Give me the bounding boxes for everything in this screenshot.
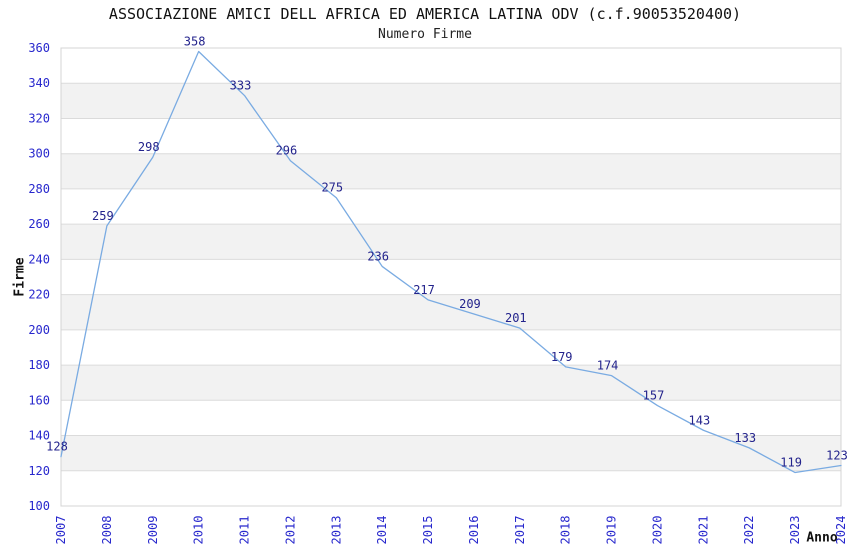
y-tick-label: 360 xyxy=(28,41,50,55)
data-point-label: 128 xyxy=(46,440,68,454)
plot-band xyxy=(61,224,841,260)
x-tick-label: 2020 xyxy=(650,516,664,545)
data-point-label: 133 xyxy=(734,431,756,445)
y-tick-label: 260 xyxy=(28,217,50,231)
x-tick-label: 2023 xyxy=(788,516,802,545)
data-point-label: 259 xyxy=(92,209,114,223)
chart-subtitle: Numero Firme xyxy=(378,27,472,42)
x-tick-label: 2007 xyxy=(54,516,68,545)
data-point-label: 119 xyxy=(780,456,802,470)
y-tick-label: 180 xyxy=(28,358,50,372)
data-point-label: 174 xyxy=(597,359,619,373)
chart-title: ASSOCIAZIONE AMICI DELL AFRICA ED AMERIC… xyxy=(108,5,742,23)
y-tick-label: 160 xyxy=(28,393,50,407)
x-tick-label: 2010 xyxy=(192,516,206,545)
data-point-label: 201 xyxy=(505,311,527,325)
x-tick-label: 2022 xyxy=(742,516,756,545)
plot-band xyxy=(61,83,841,119)
y-tick-label: 100 xyxy=(28,499,50,513)
y-tick-label: 300 xyxy=(28,147,50,161)
data-point-label: 179 xyxy=(551,350,573,364)
data-point-label: 275 xyxy=(321,181,343,195)
y-tick-label: 340 xyxy=(28,76,50,90)
x-tick-label: 2021 xyxy=(696,516,710,545)
x-tick-label: 2008 xyxy=(100,516,114,545)
data-point-label: 296 xyxy=(276,144,298,158)
y-tick-label: 120 xyxy=(28,464,50,478)
plot-band xyxy=(61,294,841,330)
y-tick-label: 320 xyxy=(28,111,50,125)
y-tick-label: 240 xyxy=(28,252,50,266)
data-point-label: 333 xyxy=(230,79,252,93)
plot-band xyxy=(61,435,841,471)
x-tick-label: 2016 xyxy=(467,516,481,545)
x-tick-label: 2013 xyxy=(329,516,343,545)
data-point-label: 123 xyxy=(826,448,848,462)
data-point-label: 157 xyxy=(643,389,665,403)
x-tick-label: 2015 xyxy=(421,516,435,545)
y-tick-label: 220 xyxy=(28,288,50,302)
x-tick-label: 2018 xyxy=(559,516,573,545)
data-point-label: 236 xyxy=(367,249,389,263)
plot-border xyxy=(60,47,842,507)
data-point-label: 209 xyxy=(459,297,481,311)
data-point-label: 143 xyxy=(689,413,711,427)
x-tick-label: 2011 xyxy=(238,516,252,545)
y-tick-label: 140 xyxy=(28,429,50,443)
x-tick-label: 2024 xyxy=(834,516,848,545)
x-tick-label: 2009 xyxy=(146,516,160,545)
x-axis-title: Anno xyxy=(806,530,838,546)
plot-band xyxy=(61,365,841,401)
y-tick-label: 200 xyxy=(28,323,50,337)
data-point-label: 358 xyxy=(184,35,206,49)
x-tick-label: 2019 xyxy=(605,516,619,545)
x-tick-label: 2017 xyxy=(513,516,527,545)
data-line xyxy=(60,50,842,474)
data-point-label: 217 xyxy=(413,283,435,297)
data-point-label: 298 xyxy=(138,140,160,154)
plot-band xyxy=(61,153,841,189)
x-tick-label: 2014 xyxy=(375,516,389,545)
x-tick-label: 2012 xyxy=(283,516,297,545)
y-tick-label: 280 xyxy=(28,182,50,196)
